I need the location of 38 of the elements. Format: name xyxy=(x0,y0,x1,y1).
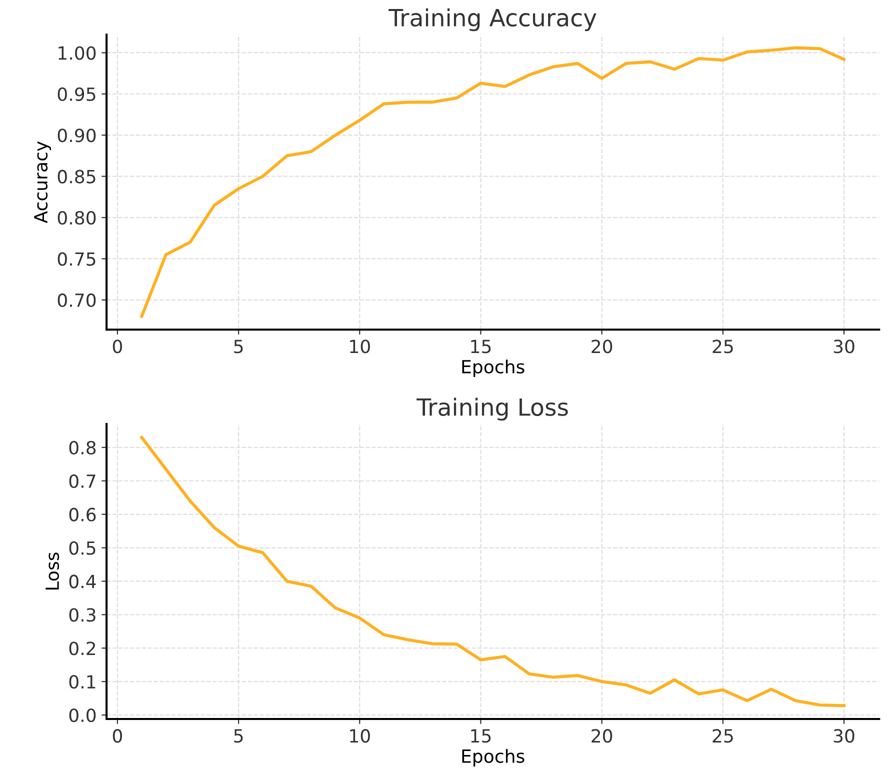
y-tick-label: 0.95 xyxy=(58,87,96,102)
line-series xyxy=(140,436,846,708)
y-axis-title: Accuracy xyxy=(34,141,52,224)
x-tick-label: 0 xyxy=(112,729,122,743)
y-tick-label: 0.6 xyxy=(69,508,96,522)
chart-title: Training Loss xyxy=(416,398,568,421)
line-series xyxy=(140,46,846,318)
x-tick-label: 30 xyxy=(834,340,854,354)
x-tick-label: 15 xyxy=(471,340,491,354)
y-tick-label: 0.3 xyxy=(69,608,96,622)
x-axis-title: Epochs xyxy=(462,360,524,378)
y-tick-label: 0.7 xyxy=(69,474,96,488)
y-tick-label: 0.75 xyxy=(58,252,96,266)
y-tick-label: 0.1 xyxy=(69,675,96,689)
y-tick-label: 0.2 xyxy=(69,642,96,656)
x-tick-label: 5 xyxy=(234,340,243,354)
y-tick-label: 0.90 xyxy=(58,128,96,142)
y-tick-label: 0.5 xyxy=(69,541,96,555)
x-tick-label: 25 xyxy=(712,340,733,354)
x-tick-label: 15 xyxy=(471,729,491,743)
x-tick-label: 20 xyxy=(592,340,612,354)
x-tick-label: 10 xyxy=(350,729,370,743)
y-tick-label: 0.80 xyxy=(58,211,96,225)
x-tick-label: 20 xyxy=(592,729,612,743)
y-tick-label: 0.4 xyxy=(69,574,96,588)
chart-title: Training Accuracy xyxy=(388,8,596,32)
x-tick-label: 30 xyxy=(834,729,854,743)
y-tick-label: 0.70 xyxy=(58,293,96,308)
x-tick-label: 25 xyxy=(712,729,733,743)
x-tick-label: 10 xyxy=(350,340,370,354)
y-axis-title: Loss xyxy=(46,552,60,590)
x-tick-label: 0 xyxy=(112,340,122,354)
y-tick-label: 0.0 xyxy=(69,708,96,722)
x-axis-title: Epochs xyxy=(462,748,524,766)
y-tick-label: 0.85 xyxy=(58,170,96,184)
y-tick-label: 1.00 xyxy=(58,46,96,60)
x-tick-label: 5 xyxy=(234,729,243,743)
y-tick-label: 0.8 xyxy=(69,440,96,455)
